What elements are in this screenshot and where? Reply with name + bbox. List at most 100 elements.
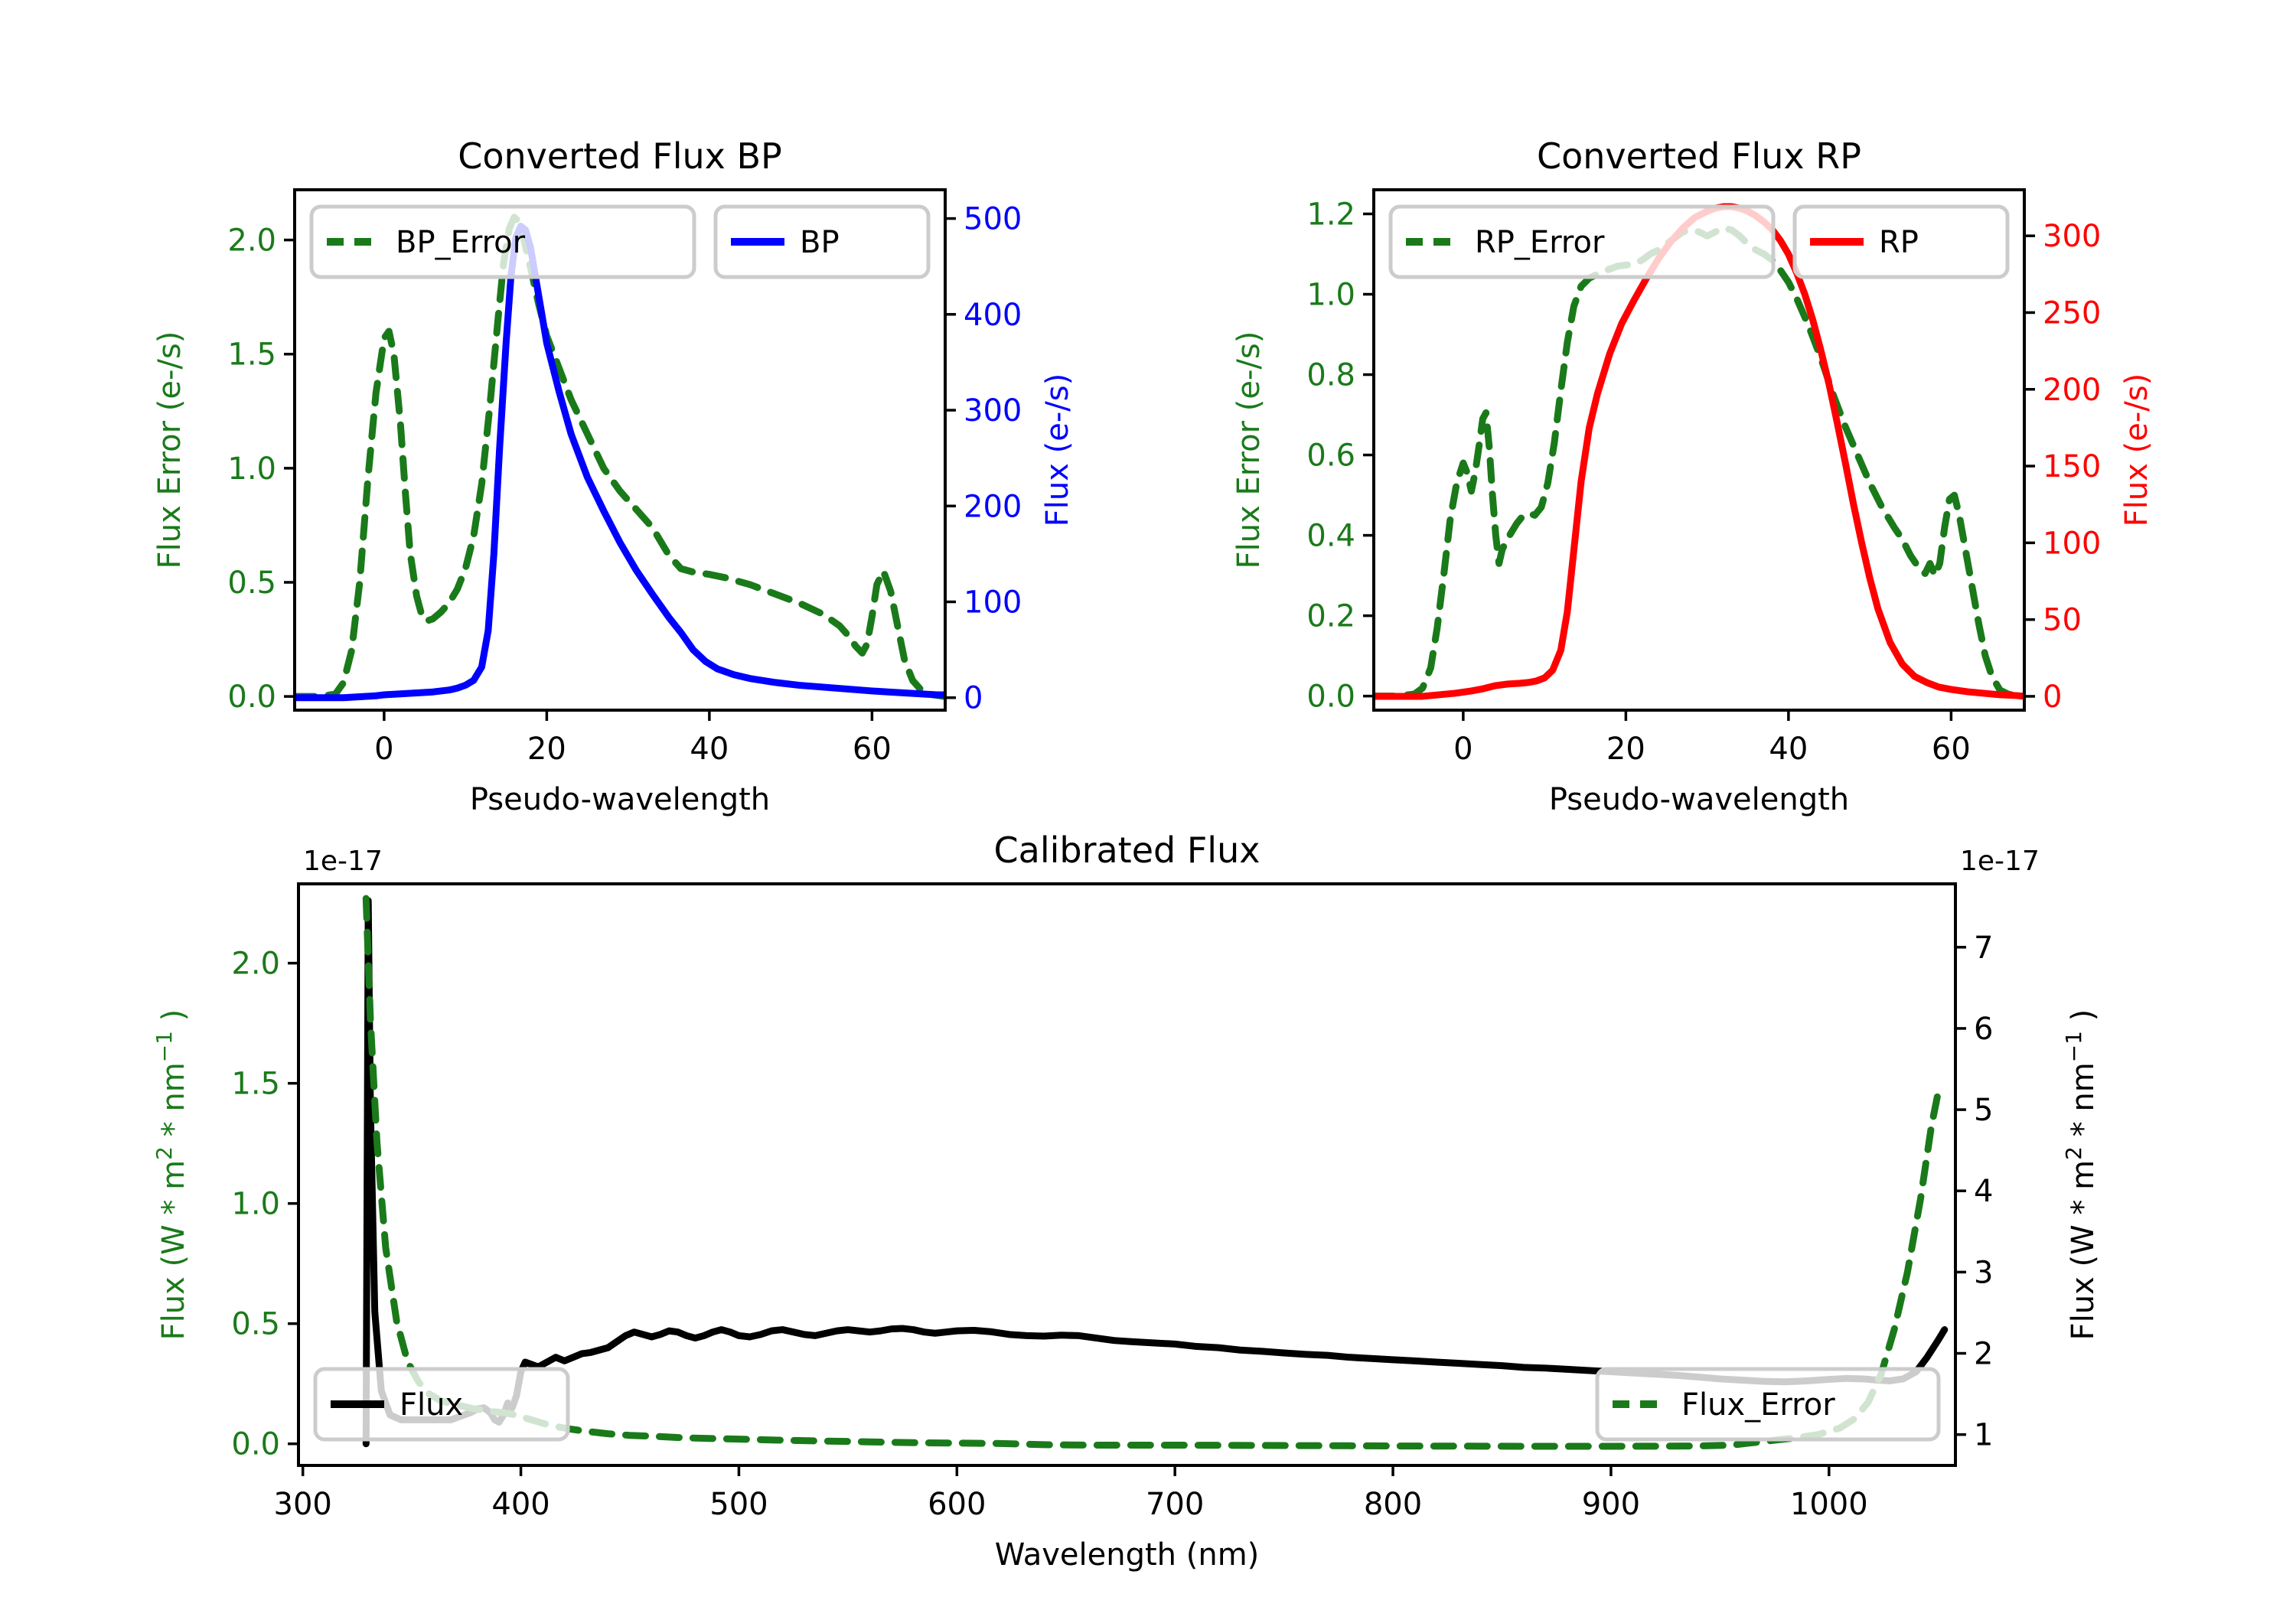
panel-title: Converted Flux BP [458,135,782,177]
left-tick-label: 2.0 [227,223,276,259]
legend-box [313,1367,570,1442]
legend-box [1388,204,1776,279]
x-axis-label: Pseudo-wavelength [1549,782,1849,817]
right-tick-label: 4 [1974,1174,1993,1209]
left-tick-label: 1.5 [231,1067,280,1102]
legend-flux[interactable]: RP [1792,204,2010,279]
panel-rp: Converted Flux RP 0.0 0.2 0.4 0.6 0.8 1.0 1.2 0 5… [1231,135,2154,817]
right-tick-label: 3 [1974,1255,1993,1290]
series-rp [1374,203,2024,700]
axes-frame [293,188,947,712]
left-y-axis-label: Flux (W * m2 * nm−1 ) [152,1009,192,1341]
x-tick-label: 40 [690,732,729,767]
right-tick-label: 150 [2043,449,2101,484]
right-tick-label: 250 [2043,295,2101,331]
right-tick-label: 6 [1974,1012,1993,1047]
legend-error[interactable]: BP_Error [309,204,696,279]
right-tick-label: 0 [2043,680,2062,715]
right-offset-text: 1e-17 [1960,846,2040,877]
left-tick-label: 0.6 [1306,438,1355,474]
left-offset-text: 1e-17 [303,846,383,877]
x-axis-label: Pseudo-wavelength [470,782,770,817]
left-tick-label: 2.0 [231,947,280,982]
legend-flux[interactable]: Flux [313,1367,570,1442]
right-tick-label: 5 [1974,1093,1993,1128]
legend-label: Flux_Error [1681,1387,1835,1423]
legend-box [1792,204,2010,279]
series-rp_error [1374,224,2024,700]
x-tick-label: 800 [1364,1487,1422,1522]
right-tick-label: 1 [1974,1418,1993,1453]
left-tick-label: 0.0 [1306,680,1355,715]
left-y-axis-label: Flux Error (e-/s) [152,331,188,569]
x-tick-label: 400 [491,1487,550,1522]
right-tick-label: 200 [2043,373,2101,408]
right-y-axis-label: Flux (e-/s) [1040,373,1075,526]
left-tick-label: 1.0 [231,1187,280,1222]
right-tick-label: 300 [964,393,1022,429]
x-axis-label: Wavelength (nm) [995,1537,1260,1573]
legend-flux[interactable]: BP [713,204,931,279]
legend-flux-error[interactable]: Flux_Error [1595,1367,1941,1442]
right-tick-label: 300 [2043,219,2101,254]
panel-calibrated: Calibrated Flux 1e-17 1e-17 0.0 0.5 1.0 1.5 2.0… [152,830,2102,1573]
legend-label: BP [800,225,840,260]
left-tick-label: 1.0 [227,451,276,487]
right-tick-label: 100 [2043,526,2101,561]
legend-box [713,204,931,279]
panel-bp: Converted Flux BP0.00.51.01.52.001002003… [152,135,1075,817]
left-tick-label: 0.4 [1306,519,1355,554]
plot-area-calibrated [362,895,1949,1450]
right-y-axis-label: Flux (e-/s) [2119,373,2154,526]
axes-frame [1372,188,2026,712]
legend-label: Flux [400,1387,463,1423]
x-tick-label: 20 [527,732,566,767]
legend-box [1595,1367,1941,1442]
x-tick-label: 60 [853,732,892,767]
series-flux_error [362,895,1942,1450]
left-tick-label: 1.2 [1306,197,1355,233]
panel-title: Converted Flux RP [1537,135,1861,177]
right-y-axis-label: Flux (W * m2 * nm−1 ) [2061,1009,2102,1341]
left-tick-label: 0.5 [231,1307,280,1342]
x-tick-label: 20 [1606,732,1645,767]
series-bp [295,223,945,702]
left-tick-label: 0.8 [1306,358,1355,393]
x-tick-label: 900 [1582,1487,1640,1522]
left-tick-label: 1.0 [1306,278,1355,313]
legend-error[interactable]: RP_Error [1388,204,1776,279]
panel-title: Calibrated Flux [994,830,1261,871]
legend-label: BP_Error [396,225,526,260]
axes-frame [297,882,1957,1467]
right-tick-label: 7 [1974,931,1993,966]
right-tick-label: 50 [2043,603,2082,638]
legend-box [309,204,696,279]
left-tick-label: 0.0 [231,1427,280,1462]
series-flux [362,897,1949,1448]
right-tick-label: 200 [964,489,1022,524]
right-tick-label: 500 [964,202,1022,237]
x-tick-label: 300 [274,1487,332,1522]
x-tick-label: 500 [709,1487,768,1522]
x-tick-label: 600 [928,1487,986,1522]
plot-area-bp [295,214,945,702]
right-tick-label: 100 [964,585,1022,620]
x-tick-label: 700 [1146,1487,1204,1522]
right-tick-label: 2 [1974,1337,1993,1372]
x-tick-label: 0 [1453,732,1473,767]
plot-area-rp [1374,203,2024,700]
x-tick-label: 40 [1769,732,1808,767]
x-tick-label: 60 [1932,732,1971,767]
left-tick-label: 1.5 [227,337,276,373]
left-tick-label: 0.2 [1306,599,1355,634]
series-bp_error [295,214,945,700]
right-tick-label: 400 [964,298,1022,333]
legend-label: RP_Error [1475,225,1605,260]
x-tick-label: 1000 [1790,1487,1868,1522]
left-y-axis-label: Flux Error (e-/s) [1231,331,1267,569]
right-tick-label: 0 [964,681,983,716]
legend-label: RP [1879,225,1919,260]
x-tick-label: 0 [374,732,393,767]
